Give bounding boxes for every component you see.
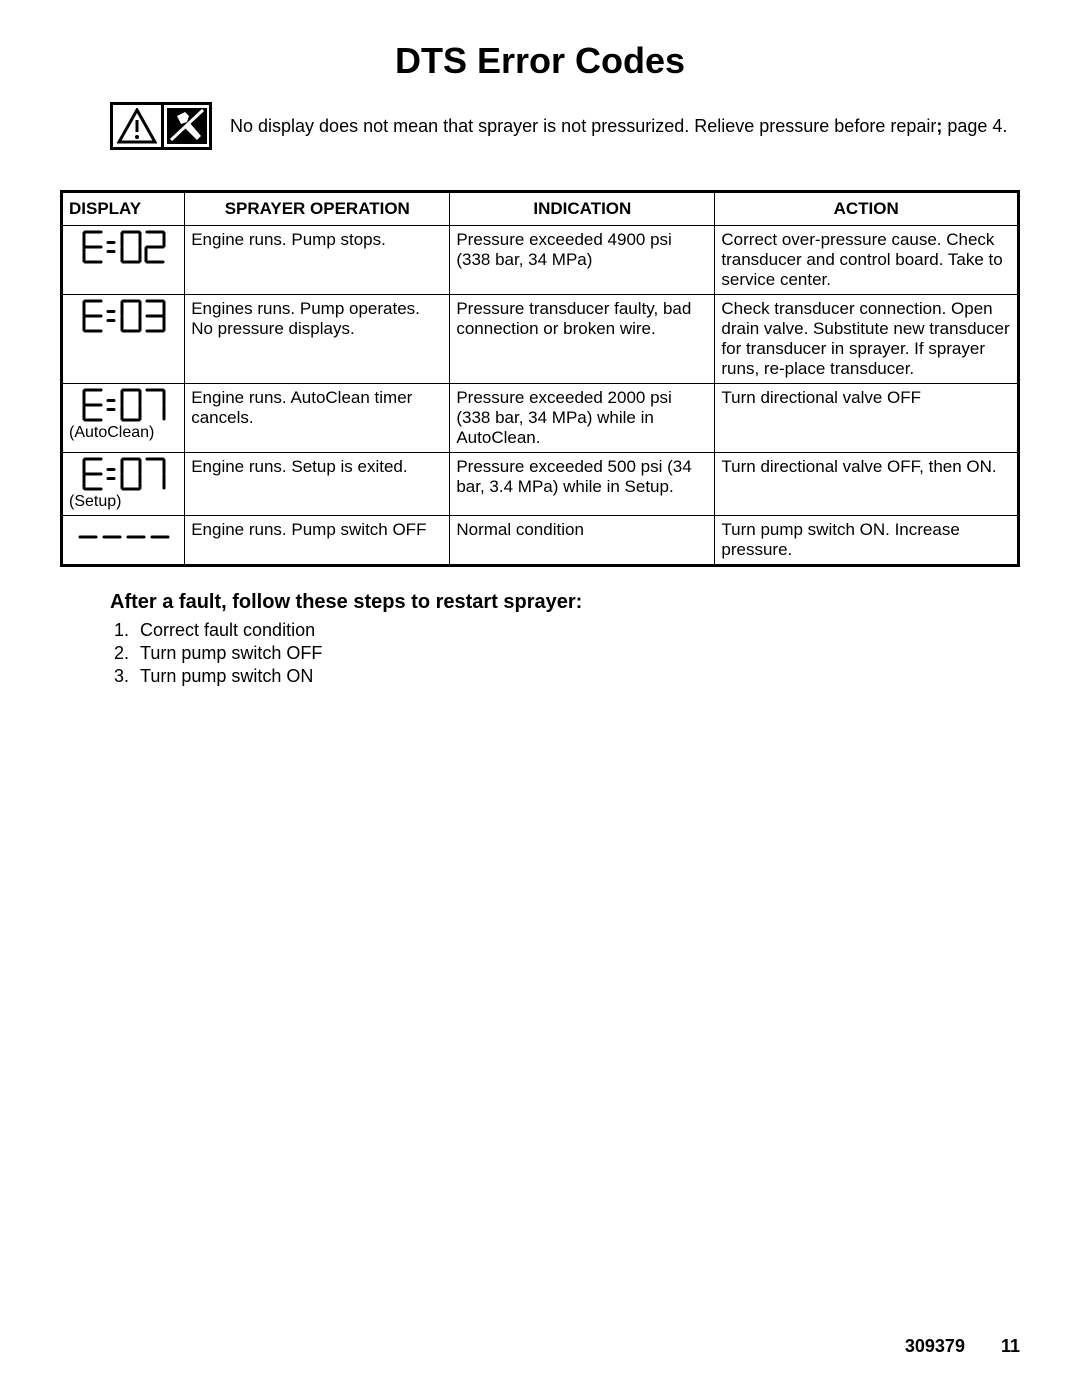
- warning-text-ref: page 4.: [942, 116, 1007, 136]
- page-footer: 309379 11: [905, 1336, 1020, 1357]
- warning-text-main: No display does not mean that sprayer is…: [230, 116, 936, 136]
- col-operation: SPRAYER OPERATION: [185, 192, 450, 226]
- display-sub-label: (Setup): [69, 493, 178, 511]
- action-cell: Check transducer connection. Open drain …: [715, 295, 1019, 384]
- footer-page-number: 11: [1001, 1336, 1020, 1356]
- col-action: ACTION: [715, 192, 1019, 226]
- restart-steps-list: Correct fault conditionTurn pump switch …: [110, 620, 1030, 687]
- display-sub-label: (AutoClean): [69, 424, 178, 442]
- indication-cell: Normal condition: [450, 516, 715, 566]
- table-header-row: DISPLAY SPRAYER OPERATION INDICATION ACT…: [62, 192, 1019, 226]
- warning-icons: [110, 102, 212, 150]
- table-row: (Setup) Engine runs. Setup is exited.Pres…: [62, 453, 1019, 516]
- table-row: Engine runs. Pump switch OFFNormal condi…: [62, 516, 1019, 566]
- operation-cell: Engine runs. Pump stops.: [185, 226, 450, 295]
- action-cell: Turn pump switch ON. Increase pressure.: [715, 516, 1019, 566]
- step-item: Turn pump switch ON: [134, 666, 1030, 687]
- display-cell: [62, 226, 185, 295]
- indication-cell: Pressure exceeded 4900 psi (338 bar, 34 …: [450, 226, 715, 295]
- col-indication: INDICATION: [450, 192, 715, 226]
- table-row: Engines runs. Pump operates. No pressure…: [62, 295, 1019, 384]
- display-cell: (Setup): [62, 453, 185, 516]
- action-cell: Turn directional valve OFF, then ON.: [715, 453, 1019, 516]
- indication-cell: Pressure exceeded 500 psi (34 bar, 3.4 M…: [450, 453, 715, 516]
- restart-steps-heading: After a fault, follow these steps to res…: [110, 591, 1030, 614]
- table-row: Engine runs. Pump stops.Pressure exceede…: [62, 226, 1019, 295]
- operation-cell: Engine runs. AutoClean timer cancels.: [185, 384, 450, 453]
- step-item: Turn pump switch OFF: [134, 643, 1030, 664]
- operation-cell: Engines runs. Pump operates. No pressure…: [185, 295, 450, 384]
- display-cell: [62, 516, 185, 566]
- injection-hazard-icon: [161, 105, 209, 147]
- warning-row: No display does not mean that sprayer is…: [110, 102, 1030, 150]
- operation-cell: Engine runs. Pump switch OFF: [185, 516, 450, 566]
- display-cell: (AutoClean): [62, 384, 185, 453]
- display-cell: [62, 295, 185, 384]
- action-cell: Turn directional valve OFF: [715, 384, 1019, 453]
- page-title: DTS Error Codes: [50, 40, 1030, 82]
- footer-doc-number: 309379: [905, 1336, 965, 1356]
- action-cell: Correct over-pressure cause. Check trans…: [715, 226, 1019, 295]
- warning-text: No display does not mean that sprayer is…: [230, 116, 1007, 137]
- col-display: DISPLAY: [62, 192, 185, 226]
- indication-cell: Pressure exceeded 2000 psi (338 bar, 34 …: [450, 384, 715, 453]
- indication-cell: Pressure transducer faulty, bad connecti…: [450, 295, 715, 384]
- table-row: (AutoClean) Engine runs. AutoClean timer …: [62, 384, 1019, 453]
- warning-triangle-icon: [113, 105, 161, 147]
- operation-cell: Engine runs. Setup is exited.: [185, 453, 450, 516]
- step-item: Correct fault condition: [134, 620, 1030, 641]
- error-codes-table: DISPLAY SPRAYER OPERATION INDICATION ACT…: [60, 190, 1020, 567]
